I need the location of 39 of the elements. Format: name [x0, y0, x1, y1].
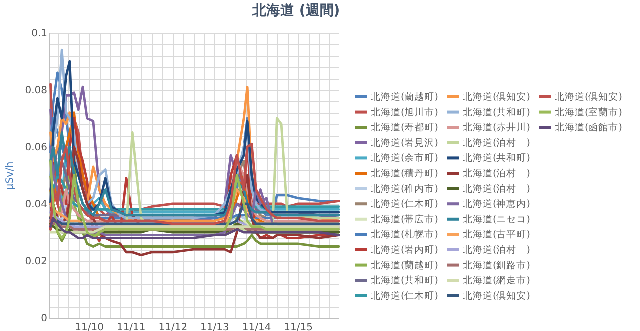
y-tick-label: 0.06 [25, 142, 48, 154]
legend-label: 北海道(蘭越町) [371, 91, 438, 103]
legend-label: 北海道(泊村 ) [463, 136, 530, 149]
legend-label: 北海道(共和町) [463, 106, 530, 118]
legend-label: 北海道(釧路市) [463, 259, 530, 272]
legend-label: 北海道(蘭越町) [371, 259, 438, 272]
legend-label: 北海道(札幌市) [371, 228, 438, 241]
legend-label: 北海道(倶知安) [463, 91, 530, 103]
legend-label: 北海道(倶知安) [463, 290, 530, 302]
legend-label: 北海道(共和町) [371, 274, 438, 287]
y-tick-label: 0.02 [25, 256, 48, 268]
legend-label: 北海道(帯広市) [371, 213, 438, 226]
legend-label: 北海道(仁木町) [371, 290, 438, 302]
legend-label: 北海道(岩見沢) [371, 136, 438, 149]
legend-label: 北海道(積丹町) [371, 168, 438, 180]
legend-label: 北海道(倶知安) [555, 91, 622, 103]
legend-label: 北海道(稚内市) [371, 182, 438, 195]
legend-label: 北海道(神恵内) [463, 198, 530, 210]
legend-label: 北海道(函館市) [555, 122, 622, 134]
legend-label: 北海道(余市町) [371, 152, 438, 164]
legend-label: 北海道(網走市) [463, 274, 530, 287]
legend-label: 北海道(仁木町) [371, 198, 438, 210]
legend-label: 北海道(旭川市) [371, 106, 438, 118]
legend-label: 北海道(岩内町) [371, 244, 438, 256]
legend-label: 北海道(室蘭市) [555, 106, 622, 118]
legend-label: 北海道(泊村 ) [463, 244, 530, 256]
legend-label: 北海道(共和町) [463, 152, 530, 164]
y-tick-label: 0.08 [25, 86, 48, 96]
y-tick-label: 0.1 [32, 28, 48, 40]
legend-label: 北海道(ニセコ) [463, 213, 530, 226]
legend-label: 北海道(泊村 ) [463, 182, 530, 195]
y-tick-label: 0.04 [25, 200, 48, 210]
y-tick-label: 0 [41, 314, 48, 324]
chart-title: 北海道 (週間) [252, 3, 340, 19]
y-axis-title: μSv/h [5, 162, 16, 190]
legend-label: 北海道(赤井川) [463, 122, 530, 134]
legend-label: 北海道(泊村 ) [463, 168, 530, 180]
legend-label: 北海道(寿都町) [371, 122, 438, 134]
legend-label: 北海道(古平町) [463, 228, 530, 241]
